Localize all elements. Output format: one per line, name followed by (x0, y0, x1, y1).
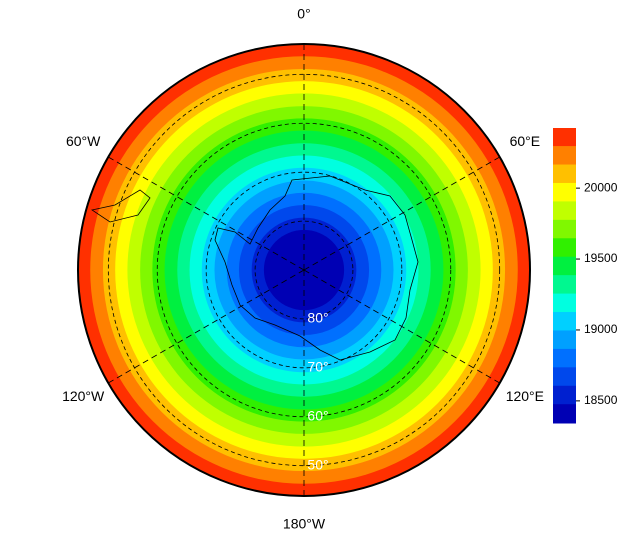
colorbar-segment (553, 403, 576, 424)
colorbar-tick-label: 20000 (584, 180, 618, 194)
longitude-line (108, 269, 305, 384)
longitude-line (303, 156, 500, 271)
latitude-label: 60° (307, 407, 328, 423)
colorbar-segment (553, 182, 576, 202)
colorbar-tick-label: 18500 (584, 393, 618, 407)
colorbar-tick-label: 19500 (584, 251, 618, 265)
latitude-label: 80° (307, 310, 328, 326)
colorbar-segment (553, 128, 576, 147)
colorbar-segment (553, 385, 576, 405)
latitude-line (156, 122, 452, 418)
colorbar-segment (553, 329, 576, 349)
colorbar-segment (553, 348, 576, 368)
colorbar-segment (553, 366, 576, 386)
latitude-label: 70° (307, 359, 328, 375)
colorbar-segment (553, 311, 576, 331)
colorbar-segment (553, 237, 576, 257)
colorbar-segment (553, 256, 576, 276)
latitude-line (107, 73, 501, 467)
longitude-label: 60°W (66, 133, 101, 149)
colorbar-segment (553, 293, 576, 313)
longitude-line (303, 269, 500, 384)
labels: 80° 70° 60° 50° 0° 60°E 120°E 180°W 120°W 60°W (62, 6, 544, 532)
longitude-label: 0° (297, 6, 310, 22)
longitude-line (108, 156, 305, 271)
latitude-label: 50° (307, 456, 328, 472)
longitude-label: 60°E (510, 133, 541, 149)
colorbar-segment (553, 219, 576, 239)
colorbar: 18500 19000 19500 20000 (553, 128, 618, 424)
graticule (107, 44, 501, 496)
colorbar-segment (553, 145, 576, 165)
latitude-line (205, 171, 403, 369)
colorbar-segment (553, 200, 576, 220)
colorbar-tick-label: 19000 (584, 322, 618, 336)
antarctica-coastline (90, 175, 419, 361)
map-border (77, 43, 531, 497)
colorbar-segment (553, 274, 576, 294)
longitude-label: 180°W (283, 516, 326, 532)
latitude-line (254, 220, 354, 320)
longitude-label: 120°W (62, 388, 105, 404)
colorbar-segment (553, 164, 576, 183)
longitude-label: 120°E (506, 388, 544, 404)
